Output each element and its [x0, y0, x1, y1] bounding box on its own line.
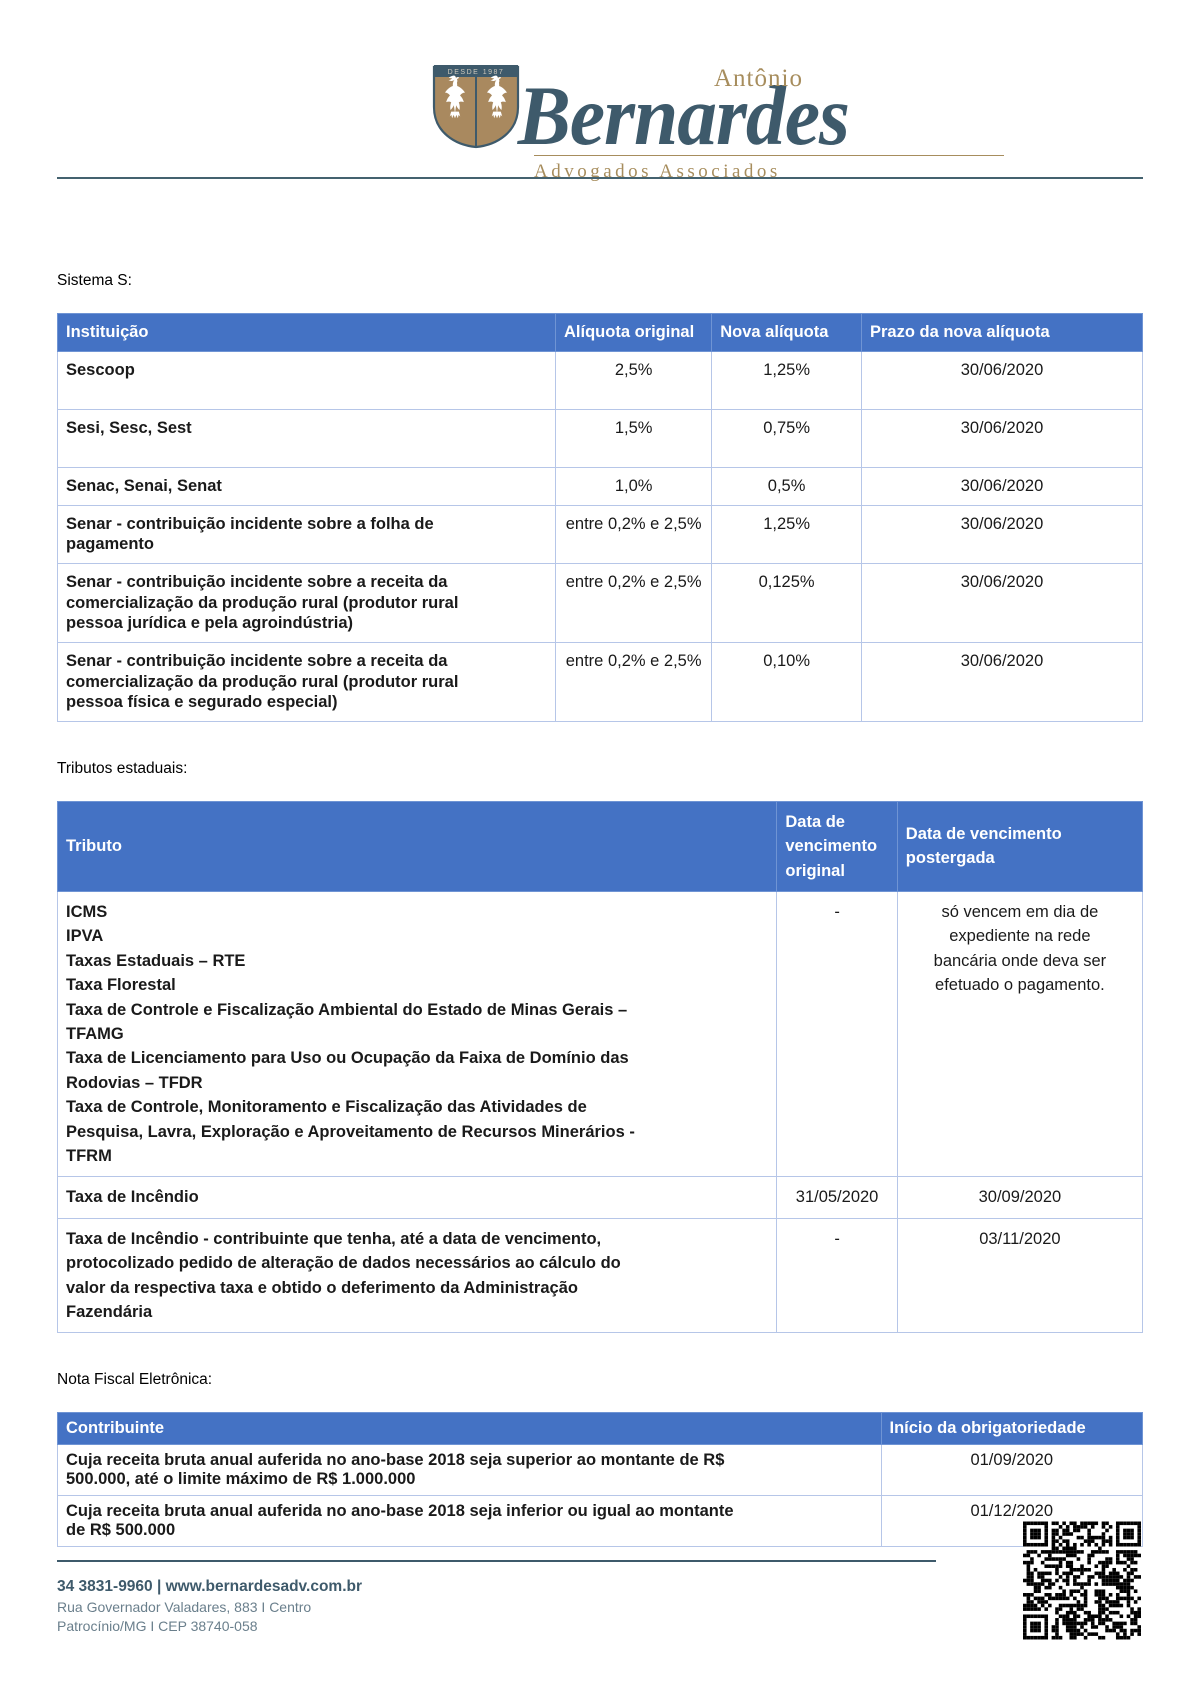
svg-text:DESDE 1987: DESDE 1987 — [448, 69, 505, 76]
